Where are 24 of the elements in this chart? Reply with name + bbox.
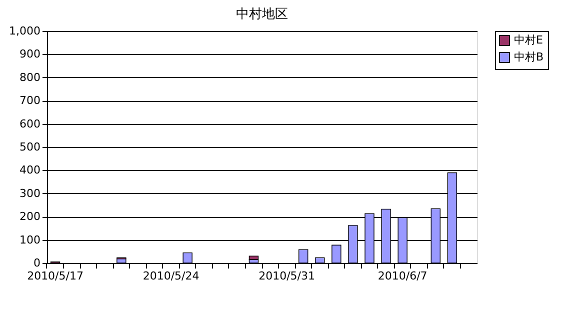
bar: [298, 249, 308, 264]
bar: [182, 252, 192, 264]
x-tick-label: 2010/5/24: [142, 270, 200, 282]
x-tick-label: 2010/5/31: [258, 270, 316, 282]
y-tick-label: 0: [34, 256, 40, 270]
bar: [332, 244, 342, 264]
y-tick-label: 100: [20, 233, 40, 246]
y-tick-label: 300: [20, 186, 40, 200]
y-tick-label: 900: [20, 48, 40, 61]
y-tick-label: 500: [20, 140, 40, 154]
legend-label: 中村E: [514, 34, 543, 46]
y-tick-label: 1,000: [9, 24, 40, 38]
chart-title: 中村地区: [236, 7, 288, 22]
y-tick-label: 200: [20, 210, 40, 224]
y-tick-label: 600: [20, 117, 40, 130]
x-tick-label: 2010/6/7: [378, 270, 428, 282]
bar: [248, 256, 259, 260]
bar: [116, 258, 126, 264]
x-tick-label: 2010/5/17: [27, 270, 84, 282]
y-tick-label: 400: [20, 164, 40, 177]
y-tick-label: 800: [20, 70, 40, 84]
bar: [315, 257, 325, 264]
y-tick-label: 700: [20, 94, 40, 108]
legend-label: 中村B: [514, 50, 544, 64]
